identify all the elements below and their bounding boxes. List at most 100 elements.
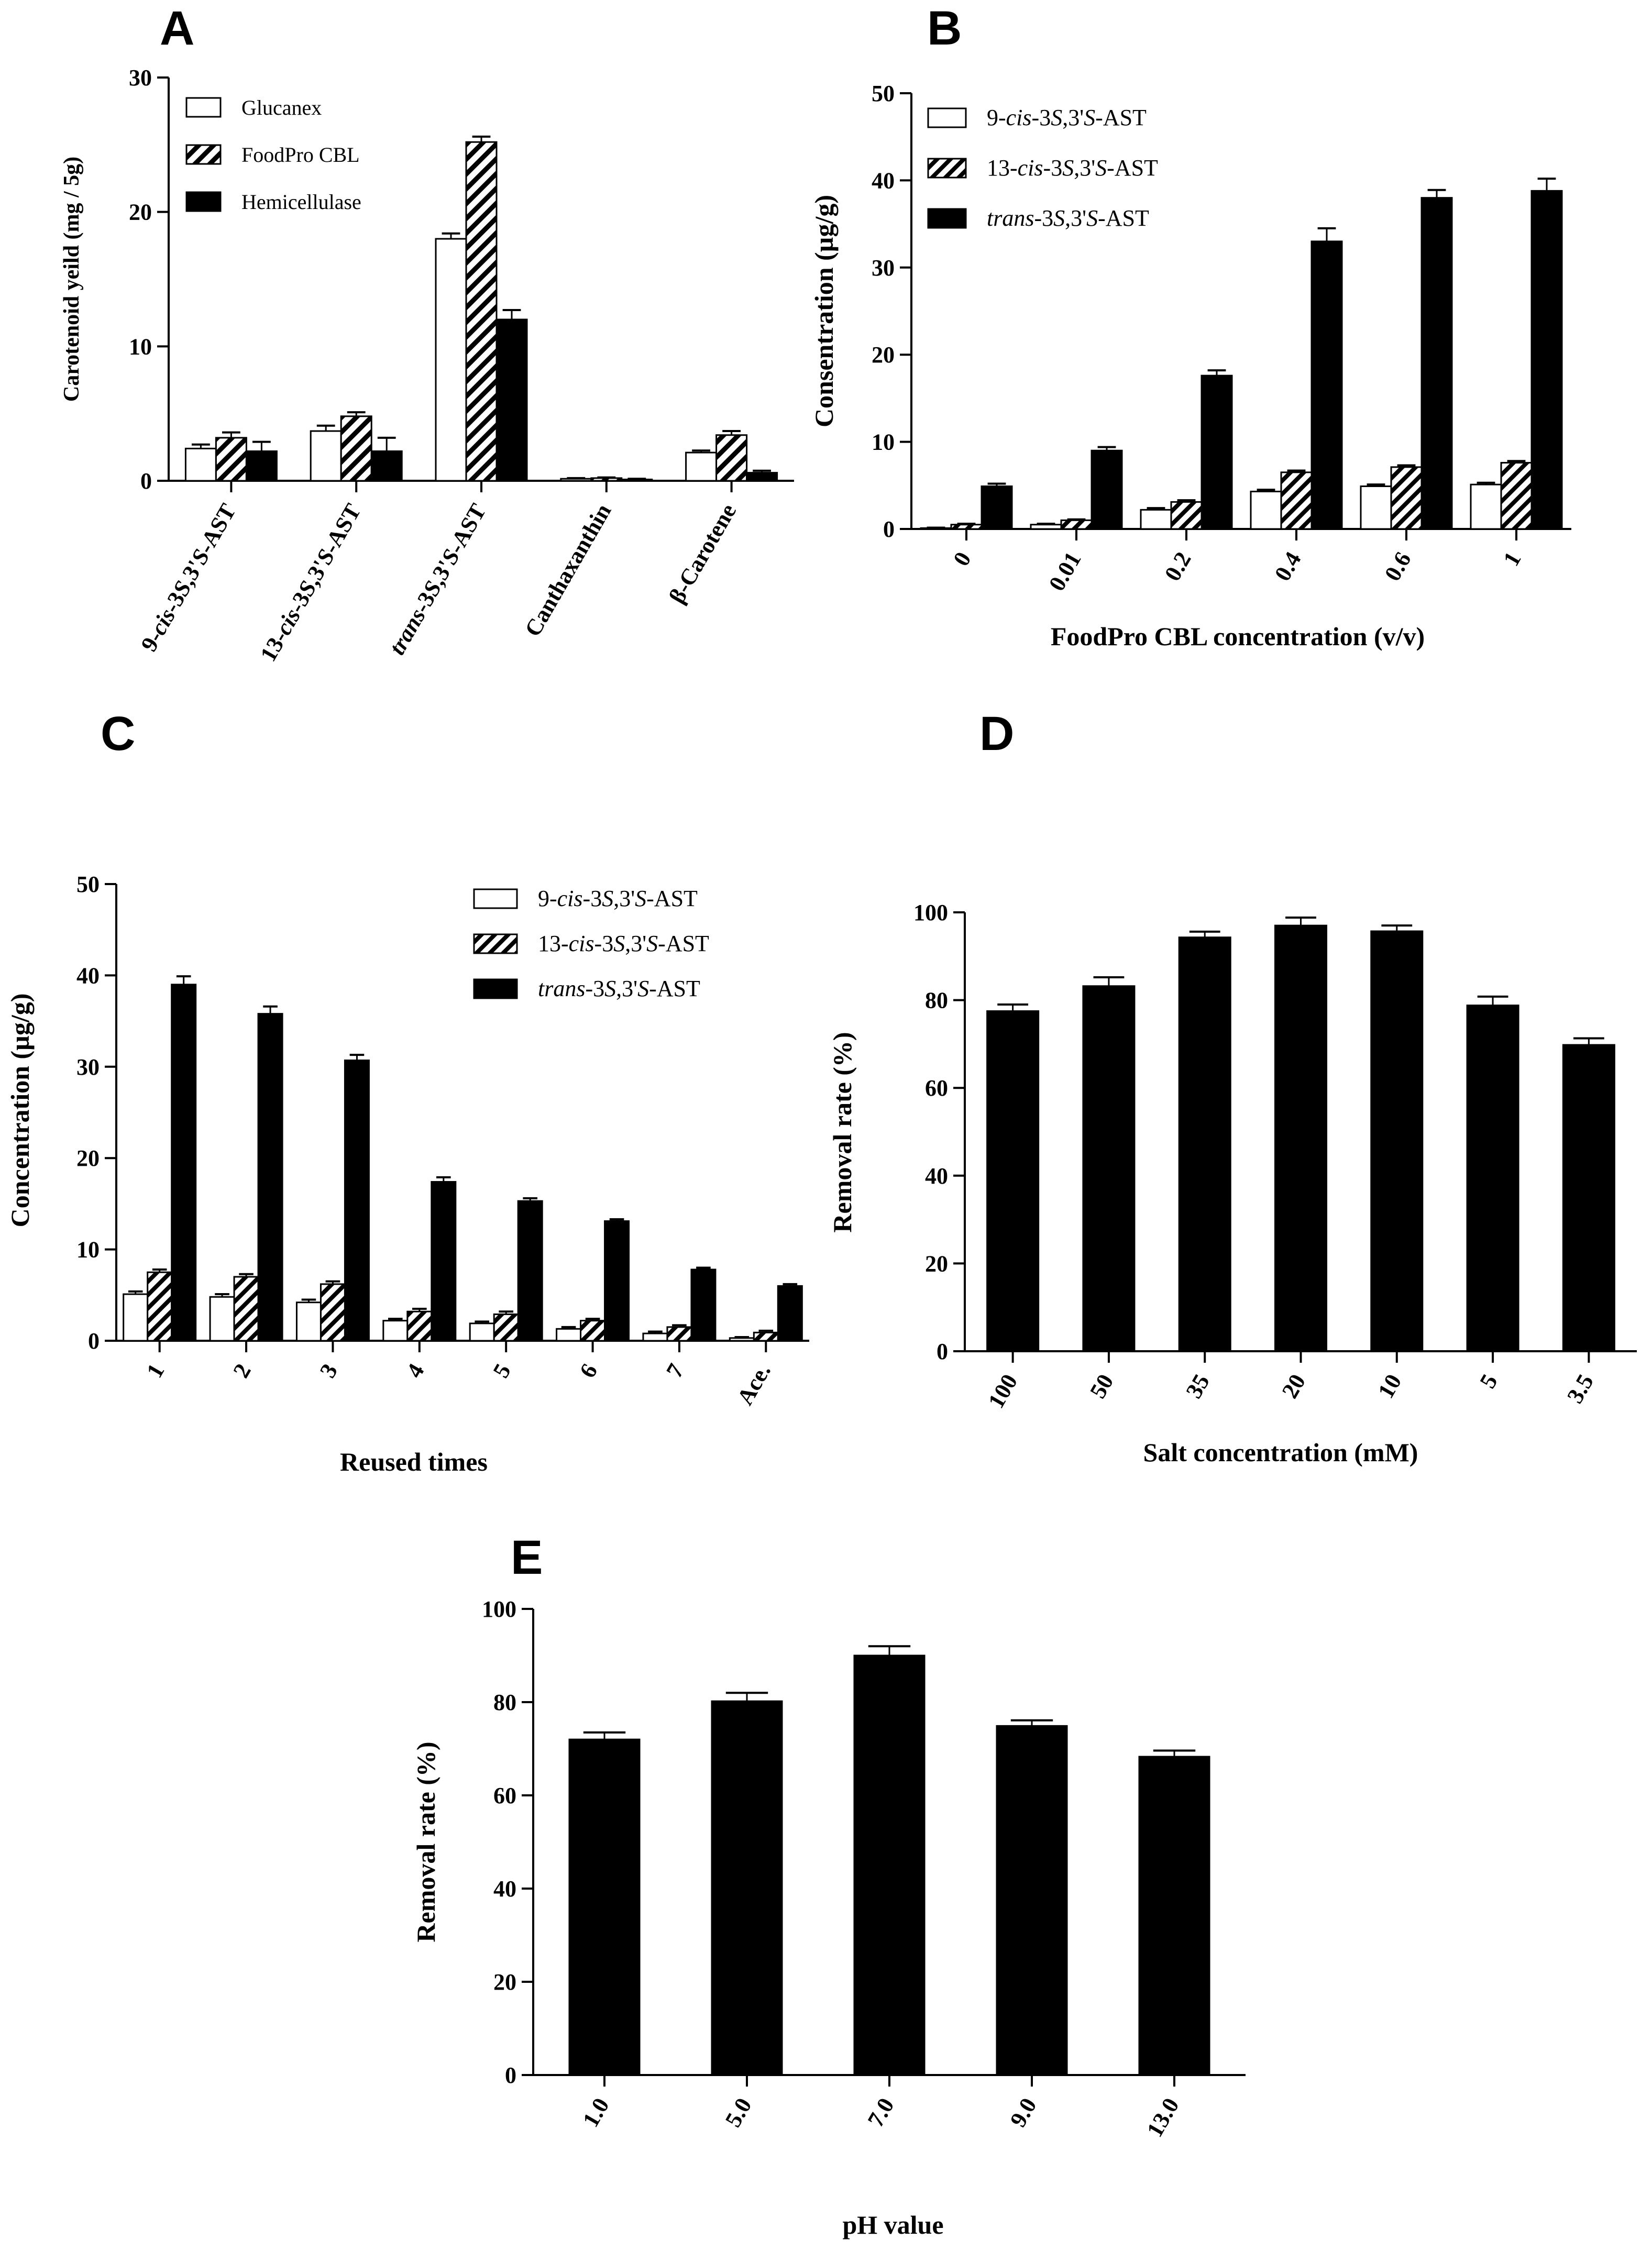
y-axis-label: Removal rate (%) bbox=[828, 1032, 857, 1232]
panel-label: B bbox=[927, 2, 962, 55]
panel-a: A 0 10 20 30 Carotenoid yeild (mg / 5g) 9-cis-… bbox=[60, 2, 794, 666]
bar bbox=[1470, 483, 1502, 530]
y-tick-label: 30 bbox=[129, 65, 152, 91]
panel-label: C bbox=[101, 707, 135, 760]
y-axis-label: Concentration (µg/g) bbox=[5, 994, 35, 1228]
legend-label: Glucanex bbox=[241, 96, 322, 119]
bar bbox=[556, 1328, 582, 1342]
y-tick-label: 50 bbox=[76, 871, 100, 897]
x-tick-label: 0.4 bbox=[1270, 548, 1306, 586]
x-tick-label: 7 bbox=[661, 1360, 689, 1383]
panel-label: D bbox=[979, 707, 1014, 760]
bar bbox=[382, 1320, 409, 1342]
bar bbox=[1138, 1756, 1210, 2076]
bar bbox=[685, 451, 718, 482]
bar bbox=[1060, 519, 1093, 530]
y-tick-label: 20 bbox=[129, 200, 152, 225]
bar bbox=[753, 1331, 779, 1342]
legend: 9-cis-3S,3'S-AST 13-cis-3S,3'S-AST trans-3… bbox=[473, 886, 709, 1001]
y-tick-label: 30 bbox=[76, 1054, 100, 1080]
bar bbox=[215, 437, 247, 482]
legend-label: FoodPro CBL bbox=[241, 143, 360, 167]
x-axis-label: Salt concentration (mM) bbox=[1143, 1438, 1418, 1467]
legend-swatch bbox=[473, 888, 518, 909]
legend-label: 9-cis-3S,3'S-AST bbox=[987, 105, 1147, 130]
bar bbox=[465, 141, 498, 482]
legend: Glucanex FoodPro CBL Hemicellulase bbox=[185, 96, 361, 214]
x-tick-label: 1.0 bbox=[578, 2094, 614, 2132]
y-tick-label: 0 bbox=[937, 1339, 948, 1364]
x-tick-label: 3 bbox=[315, 1360, 343, 1383]
bar bbox=[666, 1326, 692, 1342]
x-tick-label: 50 bbox=[1085, 1370, 1118, 1403]
bar bbox=[568, 1738, 641, 2076]
x-tick-label: 13.0 bbox=[1142, 2094, 1184, 2142]
bar bbox=[746, 472, 778, 482]
y-tick-label: 20 bbox=[76, 1145, 100, 1171]
x-tick-label: Canthaxanthin bbox=[520, 500, 616, 641]
y-tick-label: 0 bbox=[883, 516, 895, 542]
legend-swatch bbox=[473, 933, 518, 954]
bar bbox=[1201, 374, 1233, 530]
bar bbox=[1562, 1044, 1615, 1352]
x-axis-label: Reused times bbox=[340, 1447, 488, 1476]
bar bbox=[1170, 501, 1203, 530]
x-tick-label: 4 bbox=[401, 1360, 429, 1383]
y-tick-label: 60 bbox=[493, 1783, 516, 1808]
bar bbox=[711, 1700, 783, 2076]
bar bbox=[1370, 930, 1424, 1352]
bar bbox=[344, 1060, 370, 1342]
x-tick-label: 20 bbox=[1277, 1370, 1310, 1403]
x-tick-label: 0 bbox=[948, 548, 976, 571]
x-tick-label: 3.5 bbox=[1562, 1370, 1599, 1408]
x-tick-label: 1 bbox=[1498, 548, 1526, 571]
bar bbox=[517, 1200, 543, 1342]
legend-swatch bbox=[185, 97, 222, 118]
y-tick-label: 10 bbox=[76, 1237, 100, 1263]
y-tick-label: 100 bbox=[482, 1596, 516, 1622]
panel-e: E 0 20 40 60 80 100 Removal rate (%) pH value 1.0… bbox=[411, 1531, 1246, 2239]
x-tick-label: 2 bbox=[228, 1360, 256, 1383]
y-tick-label: 0 bbox=[505, 2062, 516, 2088]
x-tick-label: 13-cis-3S,3'S-AST bbox=[255, 499, 366, 666]
bar bbox=[1178, 936, 1231, 1352]
x-tick-label: 0.01 bbox=[1044, 548, 1086, 595]
y-tick-label: 80 bbox=[925, 988, 948, 1013]
x-tick-label: 5.0 bbox=[720, 2094, 757, 2132]
bar bbox=[642, 1332, 668, 1342]
bar bbox=[1030, 524, 1062, 530]
bar bbox=[1420, 197, 1453, 530]
bar bbox=[1280, 471, 1313, 530]
legend-swatch bbox=[927, 158, 967, 179]
bar bbox=[996, 1725, 1068, 2076]
bar bbox=[1250, 490, 1282, 530]
bar bbox=[986, 1010, 1040, 1352]
legend-swatch bbox=[473, 978, 518, 999]
panel-c: C 0 10 20 30 40 50 Concentration (µg/g) Reused t… bbox=[5, 707, 809, 1476]
bar bbox=[257, 1013, 283, 1342]
bar bbox=[1310, 240, 1343, 530]
panel-label: E bbox=[511, 1531, 543, 1584]
y-axis-label: Removal rate (%) bbox=[411, 1741, 440, 1942]
legend-swatch bbox=[185, 144, 222, 165]
bar bbox=[469, 1322, 495, 1342]
bar bbox=[370, 450, 403, 482]
x-tick-label: 0.6 bbox=[1380, 548, 1416, 586]
bar bbox=[1390, 466, 1423, 530]
bar bbox=[604, 1220, 630, 1342]
x-tick-label: trans-3S,3'S-AST bbox=[384, 500, 491, 659]
x-tick-label: 1 bbox=[141, 1360, 169, 1383]
legend-swatch bbox=[185, 191, 222, 212]
legend-label: 13-cis-3S,3'S-AST bbox=[538, 931, 709, 956]
bar bbox=[245, 450, 278, 482]
bar bbox=[777, 1285, 803, 1342]
bar bbox=[981, 485, 1013, 530]
bar bbox=[435, 238, 467, 482]
bar bbox=[406, 1310, 433, 1342]
panel-d: D 0 20 40 60 80 100 Removal rate (%) Salt concen… bbox=[828, 707, 1637, 1467]
x-axis-label: pH value bbox=[842, 2210, 943, 2239]
x-tick-label: 7.0 bbox=[863, 2094, 899, 2132]
bar bbox=[310, 430, 342, 482]
bar bbox=[1082, 985, 1136, 1352]
